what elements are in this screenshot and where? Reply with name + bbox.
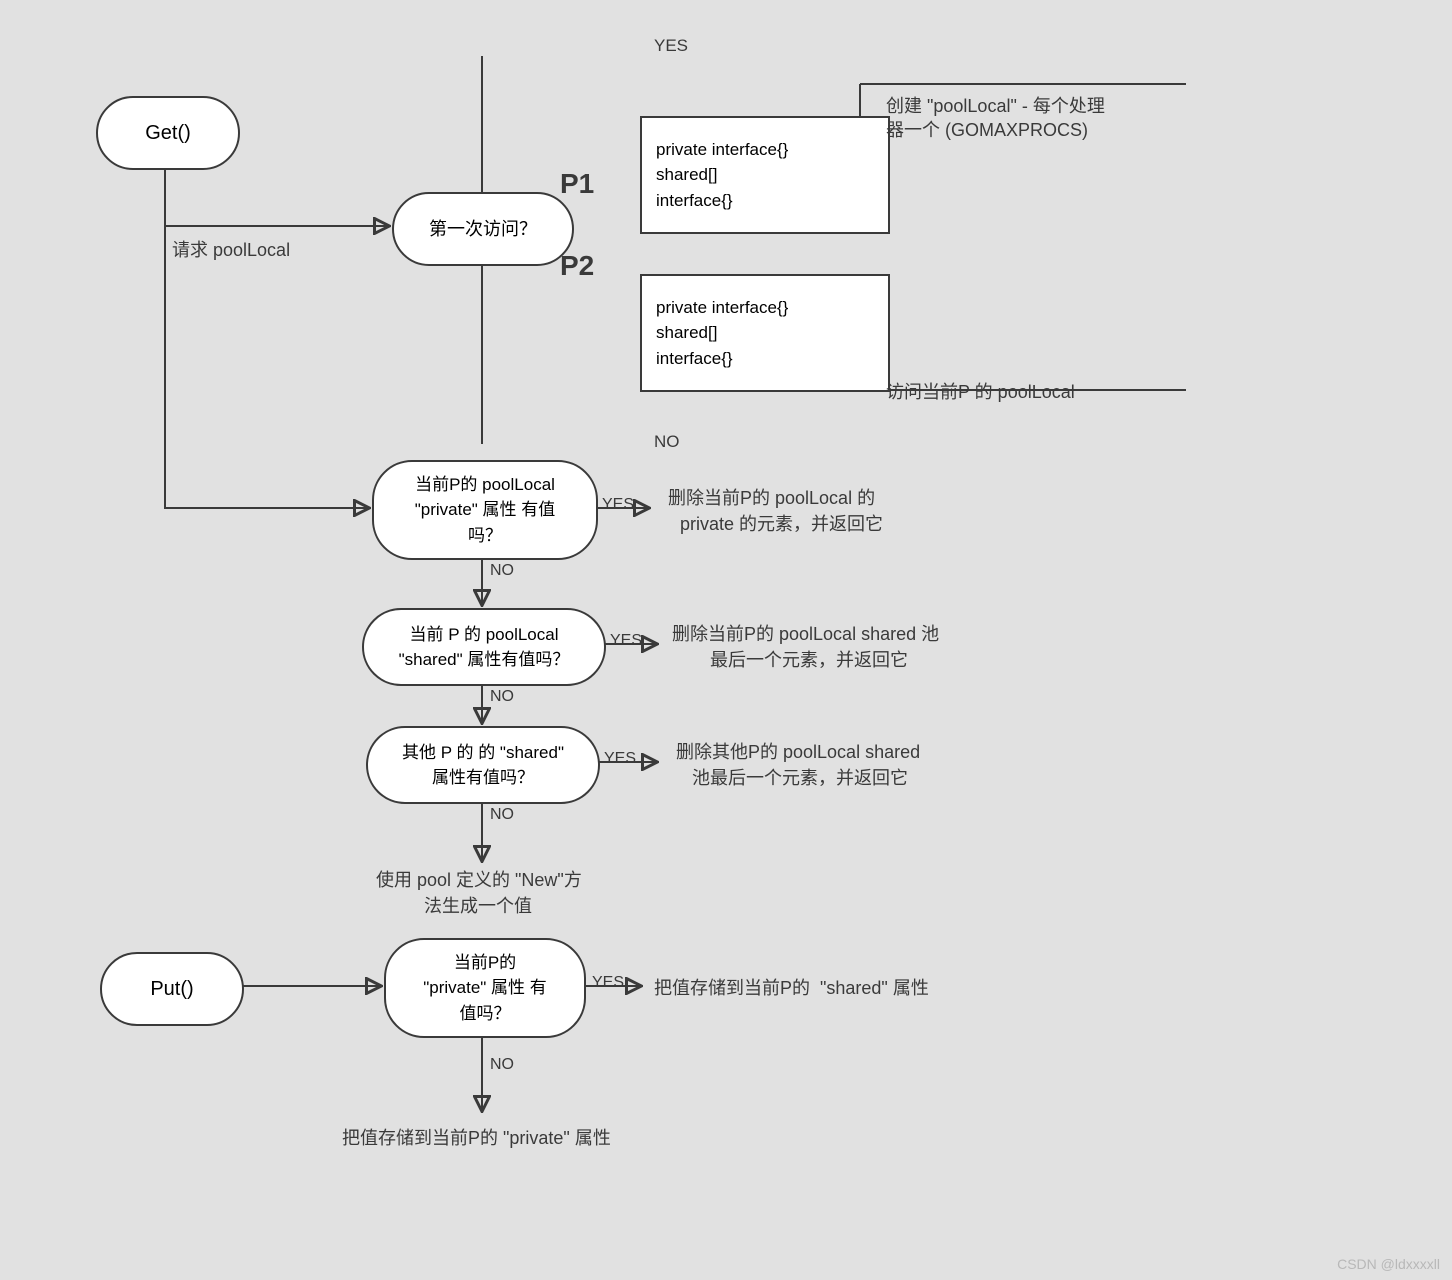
p1-l3: interface{} bbox=[656, 188, 733, 214]
label-put-priv: 把值存储到当前P的 "private" 属性 bbox=[342, 1124, 611, 1150]
dput-l2: "private" 属性 有 bbox=[423, 975, 547, 1001]
label-yes-4: YES bbox=[592, 974, 624, 992]
label-create-2: 器一个 (GOMAXPROCS) bbox=[886, 116, 1088, 142]
node-get: Get() bbox=[96, 96, 240, 170]
dsh-l2: "shared" 属性有值吗？ bbox=[399, 647, 570, 673]
label-yes-3: YES bbox=[604, 750, 636, 768]
label-create-1: 创建 "poolLocal" - 每个处理 bbox=[886, 92, 1105, 118]
label-no-4: NO bbox=[490, 1056, 514, 1074]
node-decision-put: 当前P的 "private" 属性 有 值吗？ bbox=[384, 938, 586, 1038]
node-first-visit-text: 第一次访问？ bbox=[429, 216, 537, 243]
label-p1: P1 bbox=[560, 168, 594, 200]
dsh-l1: 当前 P 的 poolLocal bbox=[410, 622, 559, 648]
label-no-mid: NO bbox=[650, 432, 684, 452]
node-p1-box: private interface{} shared[] interface{} bbox=[640, 116, 890, 234]
label-visit-cur: 访问当前P 的 poolLocal bbox=[886, 378, 1075, 404]
label-new-2: 法生成一个值 bbox=[424, 892, 532, 918]
dput-l1: 当前P的 bbox=[454, 950, 516, 976]
canvas: Get() Put() 第一次访问？ private interface{} s… bbox=[0, 0, 1452, 1280]
node-first-visit: 第一次访问？ bbox=[392, 192, 574, 266]
dpriv-l1: 当前P的 poolLocal bbox=[415, 472, 555, 498]
p1-l1: private interface{} bbox=[656, 137, 788, 163]
p2-l3: interface{} bbox=[656, 346, 733, 372]
label-no-2: NO bbox=[490, 688, 514, 706]
label-yes-top: YES bbox=[650, 36, 692, 56]
node-get-text: Get() bbox=[145, 118, 191, 148]
node-put: Put() bbox=[100, 952, 244, 1026]
label-del-priv-2: private 的元素，并返回它 bbox=[680, 510, 883, 536]
label-yes-2: YES bbox=[610, 632, 642, 650]
node-put-text: Put() bbox=[150, 974, 193, 1004]
label-del-oth-1: 删除其他P的 poolLocal shared bbox=[676, 738, 920, 764]
node-decision-private: 当前P的 poolLocal "private" 属性 有值 吗？ bbox=[372, 460, 598, 560]
label-del-priv-1: 删除当前P的 poolLocal 的 bbox=[668, 484, 875, 510]
p2-l1: private interface{} bbox=[656, 295, 788, 321]
doth-l2: 属性有值吗？ bbox=[432, 765, 534, 791]
watermark: CSDN @ldxxxxll bbox=[1337, 1256, 1440, 1272]
p2-l2: shared[] bbox=[656, 320, 717, 346]
label-del-sh-1: 删除当前P的 poolLocal shared 池 bbox=[672, 620, 939, 646]
label-del-oth-2: 池最后一个元素，并返回它 bbox=[692, 764, 908, 790]
node-decision-shared: 当前 P 的 poolLocal "shared" 属性有值吗？ bbox=[362, 608, 606, 686]
dpriv-l2: "private" 属性 有值 bbox=[415, 497, 556, 523]
label-no-3: NO bbox=[490, 806, 514, 824]
label-del-sh-2: 最后一个元素，并返回它 bbox=[710, 646, 908, 672]
label-no-1: NO bbox=[490, 562, 514, 580]
dpriv-l3: 吗？ bbox=[468, 523, 502, 549]
label-p2: P2 bbox=[560, 250, 594, 282]
label-req-pool: 请求 poolLocal bbox=[172, 236, 290, 262]
node-decision-other: 其他 P 的 的 "shared" 属性有值吗？ bbox=[366, 726, 600, 804]
label-put-sh: 把值存储到当前P的 "shared" 属性 bbox=[654, 974, 929, 1000]
p1-l2: shared[] bbox=[656, 162, 717, 188]
label-new-1: 使用 pool 定义的 "New"方 bbox=[376, 866, 582, 892]
node-p2-box: private interface{} shared[] interface{} bbox=[640, 274, 890, 392]
label-yes-1: YES bbox=[602, 496, 634, 514]
dput-l3: 值吗？ bbox=[460, 1001, 511, 1027]
doth-l1: 其他 P 的 的 "shared" bbox=[402, 740, 564, 766]
